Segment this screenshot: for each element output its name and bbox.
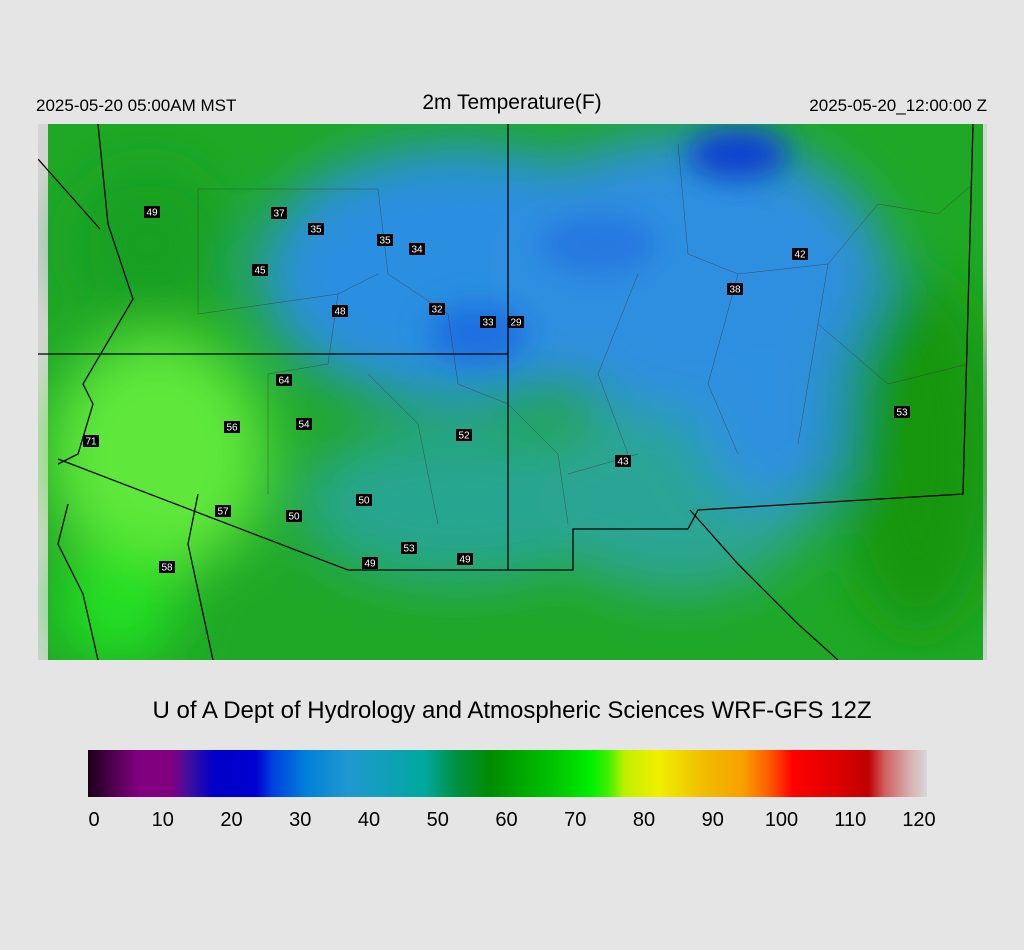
station-value: 71 [85, 437, 97, 448]
station-box [83, 435, 99, 447]
station-box [215, 505, 231, 517]
credit: U of A Dept of Hydrology and Atmospheric… [152, 697, 872, 724]
station-box [456, 429, 472, 441]
station: 64 [276, 374, 292, 387]
station: 53 [401, 542, 417, 555]
station-box [224, 421, 240, 433]
station-box [727, 283, 743, 295]
station-box [409, 243, 425, 255]
station-box [308, 223, 324, 235]
station-box [362, 557, 378, 569]
station: 48 [332, 305, 348, 318]
station: 57 [215, 505, 231, 518]
station: 56 [224, 421, 240, 434]
station: 53 [894, 406, 910, 419]
colorbar-tick: 30 [289, 809, 312, 831]
map: 49 37 35 35 34 45 48 32 33 29 42 38 64 54 56 52 71 43 53 50… [38, 124, 987, 660]
station-value: 45 [254, 266, 266, 277]
station: 35 [308, 223, 324, 236]
station-box [377, 234, 393, 246]
station-value: 33 [482, 318, 494, 329]
station-value: 50 [358, 496, 370, 507]
station-value: 50 [288, 512, 300, 523]
station: 37 [271, 207, 287, 220]
station-value: 54 [298, 420, 310, 431]
colorbar-tick: 110 [834, 809, 867, 831]
station-value: 58 [161, 563, 173, 574]
station-value: 53 [896, 408, 908, 419]
station-value: 49 [146, 208, 158, 219]
station-box [615, 455, 631, 467]
station-value: 37 [273, 209, 285, 220]
station-box [508, 316, 524, 328]
station-value: 32 [431, 305, 443, 316]
station-value: 35 [379, 236, 391, 247]
station-value: 57 [217, 507, 229, 518]
colorbar-tick: 70 [564, 809, 587, 831]
colorbar-tick: 100 [764, 809, 799, 831]
station-value: 29 [510, 318, 522, 329]
station-box [356, 494, 372, 506]
station-value: 49 [459, 555, 471, 566]
station-value: 42 [794, 250, 806, 261]
station-box [401, 542, 417, 554]
colorbar-tick: 120 [902, 809, 936, 831]
station-box [894, 406, 910, 418]
colorbar-tick: 80 [632, 809, 656, 831]
station-box [276, 374, 292, 386]
station-value: 52 [458, 431, 470, 442]
colorbar-tick: 40 [357, 809, 381, 831]
station: 42 [792, 248, 808, 261]
station-box [332, 305, 348, 317]
station: 52 [456, 429, 472, 442]
station-value: 35 [310, 225, 322, 236]
valid-local: 2025-05-20 05:00AM MST [36, 96, 237, 115]
valid-utc: 2025-05-20_12:00:00 Z [809, 96, 987, 115]
station: 54 [296, 418, 312, 431]
station-value: 34 [411, 245, 423, 256]
station: 50 [356, 494, 372, 507]
station: 58 [159, 561, 175, 574]
colorbar [88, 750, 927, 797]
station-box [457, 553, 473, 565]
station-box [271, 207, 287, 219]
station-value: 38 [729, 285, 741, 296]
station: 38 [727, 283, 743, 296]
station-value: 64 [278, 376, 290, 387]
station: 35 [377, 234, 393, 247]
station: 49 [457, 553, 473, 566]
station: 49 [362, 557, 378, 570]
colorbar-tick: 60 [495, 809, 518, 831]
station: 43 [615, 455, 631, 468]
station: 50 [286, 510, 302, 523]
station-value: 43 [617, 457, 629, 468]
station-value: 56 [226, 423, 238, 434]
station-box [792, 248, 808, 260]
station-box [252, 264, 268, 276]
station: 45 [252, 264, 268, 277]
title: 2m Temperature(F) [422, 91, 602, 114]
colorbar-tick: 0 [88, 809, 100, 831]
station-box [286, 510, 302, 522]
station-box [429, 303, 445, 315]
station-value: 53 [403, 544, 415, 555]
station: 29 [508, 316, 524, 329]
station: 34 [409, 243, 425, 256]
station: 33 [480, 316, 496, 329]
station: 71 [83, 435, 99, 448]
colorbar-tick: 90 [701, 809, 724, 831]
colorbar-tick: 20 [220, 809, 243, 831]
colorbar-tick: 50 [426, 809, 449, 831]
station: 32 [429, 303, 445, 316]
station-box [296, 418, 312, 430]
station-value: 48 [334, 307, 346, 318]
station-value: 49 [364, 559, 376, 570]
station-box [144, 206, 160, 218]
station-box [480, 316, 496, 328]
station: 49 [144, 206, 160, 219]
colorbar-tick: 10 [151, 809, 174, 831]
station-box [159, 561, 175, 573]
